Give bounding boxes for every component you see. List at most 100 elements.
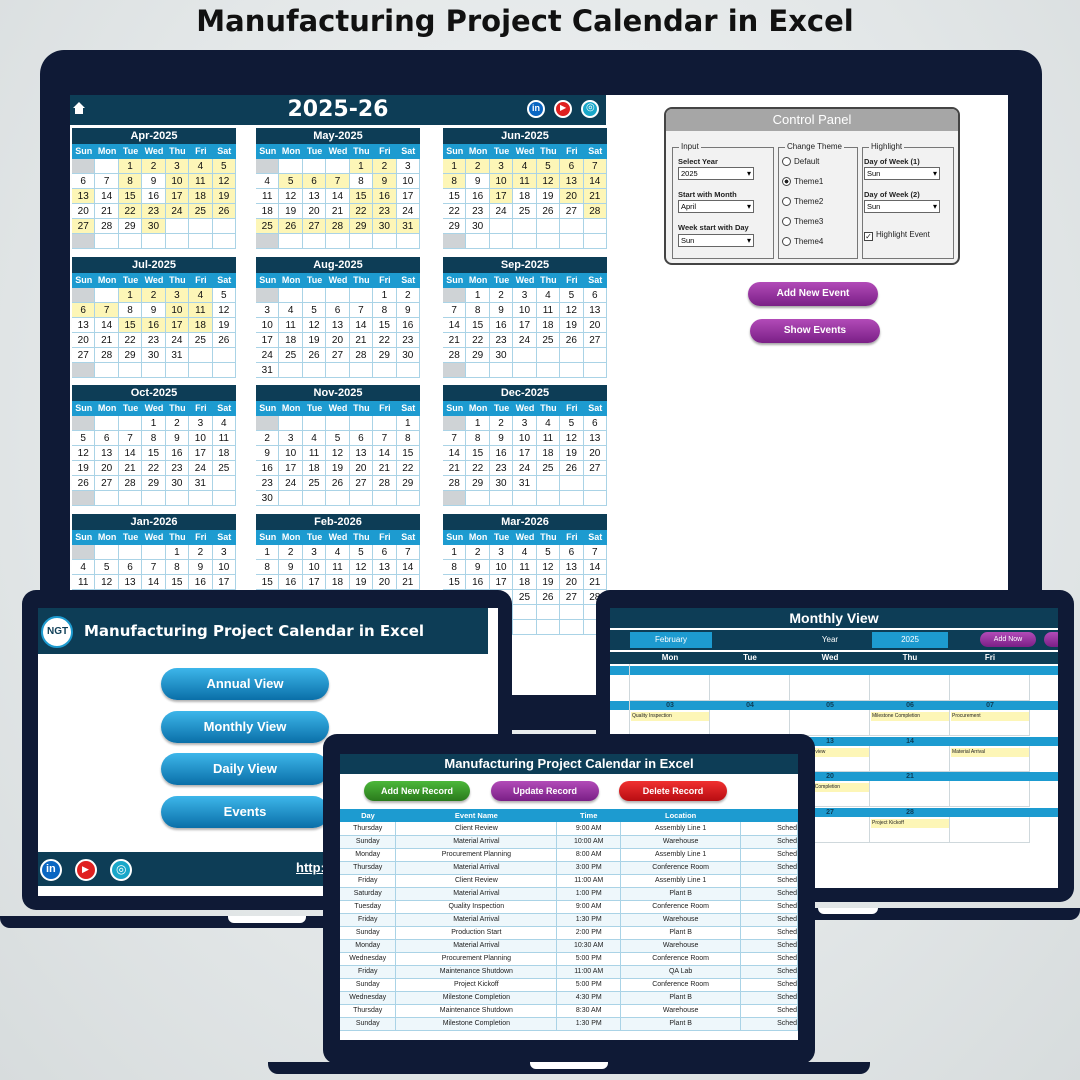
day-cell[interactable] bbox=[870, 746, 950, 772]
day-cell[interactable]: 3 bbox=[489, 159, 514, 174]
event-label[interactable]: Quality Inspection bbox=[631, 712, 709, 721]
day-cell[interactable]: 26 bbox=[212, 333, 236, 348]
day-cell[interactable]: 17 bbox=[513, 318, 537, 333]
day-cell[interactable]: 21 bbox=[583, 575, 607, 590]
day-cell[interactable]: 3 bbox=[302, 545, 327, 560]
day-cell[interactable] bbox=[95, 491, 119, 506]
event-label[interactable]: Project Kickoff bbox=[871, 819, 949, 828]
day-cell[interactable]: 29 bbox=[373, 348, 397, 363]
day-cell[interactable]: 27 bbox=[349, 476, 374, 491]
day-cell[interactable]: 19 bbox=[536, 575, 561, 590]
day-cell[interactable]: 3 bbox=[513, 416, 537, 431]
day-cell[interactable] bbox=[95, 288, 119, 303]
day-cell[interactable] bbox=[466, 491, 490, 506]
day-cell[interactable]: 11 bbox=[513, 560, 537, 575]
day-cell[interactable] bbox=[790, 675, 870, 701]
day-cell[interactable]: 6 bbox=[583, 416, 607, 431]
day-cell[interactable]: 5 bbox=[302, 303, 327, 318]
day-cell[interactable]: 8 bbox=[443, 560, 467, 575]
day-cell[interactable] bbox=[72, 491, 96, 506]
day-cell[interactable]: 16 bbox=[142, 189, 166, 204]
day-cell[interactable]: 9 bbox=[373, 174, 397, 189]
day-cell[interactable] bbox=[560, 219, 584, 234]
day-cell[interactable] bbox=[165, 491, 190, 506]
day-cell[interactable] bbox=[560, 234, 584, 249]
event-label[interactable]: Material Arrival bbox=[951, 748, 1029, 757]
day-cell[interactable] bbox=[583, 219, 607, 234]
day-cell[interactable] bbox=[95, 363, 119, 378]
day-cell[interactable] bbox=[349, 288, 374, 303]
day-cell[interactable]: 20 bbox=[302, 204, 327, 219]
day-cell[interactable]: 17 bbox=[513, 446, 537, 461]
day-cell[interactable]: 6 bbox=[349, 431, 374, 446]
day-cell[interactable]: 19 bbox=[326, 461, 350, 476]
day-cell[interactable]: 15 bbox=[256, 575, 280, 590]
day-cell[interactable]: 15 bbox=[466, 318, 490, 333]
day-cell[interactable]: 6 bbox=[95, 431, 119, 446]
day-cell[interactable]: 6 bbox=[326, 303, 350, 318]
day-cell[interactable]: 13 bbox=[326, 318, 350, 333]
monthly-view-button[interactable]: Monthly View bbox=[161, 711, 329, 743]
day-cell[interactable]: 4 bbox=[326, 545, 350, 560]
day-cell[interactable] bbox=[560, 491, 584, 506]
day-cell[interactable] bbox=[142, 545, 166, 560]
day-cell[interactable] bbox=[142, 234, 166, 249]
day-cell[interactable] bbox=[118, 416, 143, 431]
linkedin-icon[interactable]: in bbox=[40, 859, 62, 881]
day-cell[interactable] bbox=[212, 491, 236, 506]
day-cell[interactable]: 18 bbox=[513, 189, 537, 204]
day-cell[interactable] bbox=[279, 363, 303, 378]
day-cell[interactable]: 14 bbox=[142, 575, 166, 590]
day-cell[interactable] bbox=[536, 476, 561, 491]
day-cell[interactable]: 14 bbox=[349, 318, 374, 333]
day-cell[interactable] bbox=[373, 363, 397, 378]
day-cell[interactable]: 21 bbox=[326, 204, 350, 219]
day-cell[interactable]: 15 bbox=[396, 446, 420, 461]
day-cell[interactable]: 28 bbox=[349, 348, 374, 363]
day-cell[interactable]: 4 bbox=[72, 560, 96, 575]
day-cell[interactable] bbox=[950, 675, 1030, 701]
day-cell[interactable]: 29 bbox=[466, 348, 490, 363]
day-cell[interactable] bbox=[72, 363, 96, 378]
day-cell[interactable] bbox=[349, 234, 374, 249]
start-month-dropdown[interactable]: April bbox=[678, 200, 754, 213]
day-cell[interactable]: 31 bbox=[256, 363, 280, 378]
day-cell[interactable]: 25 bbox=[513, 590, 537, 605]
day-cell[interactable]: 23 bbox=[165, 461, 190, 476]
day-cell[interactable] bbox=[256, 416, 280, 431]
day-cell[interactable]: 26 bbox=[302, 348, 327, 363]
day-cell[interactable]: 18 bbox=[302, 461, 327, 476]
day-cell[interactable]: 1 bbox=[349, 159, 374, 174]
day-cell[interactable]: 20 bbox=[583, 318, 607, 333]
day-cell[interactable]: 22 bbox=[373, 333, 397, 348]
day-cell[interactable]: 25 bbox=[302, 476, 327, 491]
add-new-record-button[interactable]: Add New Record bbox=[364, 781, 470, 801]
day-cell[interactable]: 29 bbox=[118, 219, 143, 234]
day-cell[interactable] bbox=[536, 620, 561, 635]
day-cell[interactable]: 7 bbox=[95, 174, 119, 189]
day-cell[interactable]: 23 bbox=[466, 204, 490, 219]
day-cell[interactable]: 17 bbox=[489, 189, 514, 204]
home-icon[interactable] bbox=[72, 101, 86, 115]
day-cell[interactable]: 27 bbox=[72, 219, 96, 234]
day-cell[interactable] bbox=[302, 159, 327, 174]
day-cell[interactable] bbox=[118, 363, 143, 378]
day-cell[interactable] bbox=[118, 491, 143, 506]
day-cell[interactable]: 19 bbox=[212, 318, 236, 333]
day-cell[interactable] bbox=[536, 234, 561, 249]
day-cell[interactable]: 13 bbox=[302, 189, 327, 204]
day-cell[interactable]: 24 bbox=[489, 204, 514, 219]
day-cell[interactable]: 12 bbox=[72, 446, 96, 461]
table-row[interactable]: Thursday Maintenance Shutdown 8:30 AM Wareh… bbox=[340, 1004, 798, 1018]
day-cell[interactable]: 29 bbox=[142, 476, 166, 491]
day-cell[interactable]: 13 bbox=[72, 189, 96, 204]
dow1-dropdown[interactable]: Sun bbox=[864, 167, 940, 180]
website-globe-icon[interactable]: ◎ bbox=[110, 859, 132, 881]
day-cell[interactable]: 19 bbox=[212, 189, 236, 204]
day-cell[interactable]: 1 bbox=[466, 288, 490, 303]
day-cell[interactable]: 3 bbox=[279, 431, 303, 446]
day-cell[interactable] bbox=[212, 219, 236, 234]
day-cell[interactable] bbox=[95, 159, 119, 174]
day-cell[interactable]: 1 bbox=[396, 416, 420, 431]
day-cell[interactable]: 21 bbox=[443, 333, 467, 348]
